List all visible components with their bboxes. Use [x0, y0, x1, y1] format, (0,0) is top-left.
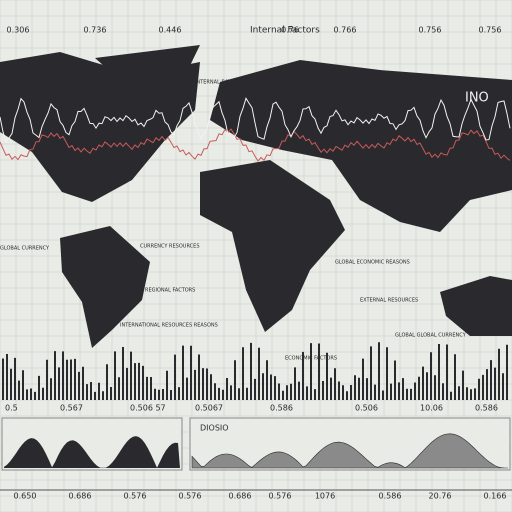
axis-label: 0.5067	[195, 404, 223, 413]
bar-strip	[2, 342, 508, 400]
map-label: INTERNAL RATES RESOURCES	[195, 80, 269, 86]
australia	[440, 276, 512, 336]
map-label: INO	[465, 91, 489, 106]
axis-label: 0.567	[60, 404, 83, 413]
inset-label: DIOSIO	[200, 424, 229, 433]
axis-label: 0.586	[270, 404, 293, 413]
axis-label: 0.506	[355, 404, 378, 413]
map-label: 1.897	[145, 126, 168, 135]
map-label: ECONOMIC FACTORS	[285, 356, 337, 362]
axis-label: 10.06	[420, 404, 443, 413]
top-label: 0.446	[159, 26, 182, 35]
axis-label: 1076	[315, 492, 335, 501]
axis-label: 0.586	[379, 492, 402, 501]
axis-label: 0.166	[484, 492, 507, 501]
axis-label: 0.576	[124, 492, 147, 501]
top-label: 0.736	[84, 26, 107, 35]
greenland	[95, 45, 200, 82]
axis-label: 0.650	[14, 492, 37, 501]
axis-label: 20.76	[429, 492, 452, 501]
map-label: GLOBAL GLOBAL CURRENCY	[395, 333, 467, 339]
top-label: 0.766	[334, 26, 357, 35]
top-label: 0.756	[479, 26, 502, 35]
africa	[200, 160, 345, 332]
inset-area	[191, 433, 508, 469]
inset-area	[4, 436, 180, 468]
trend-line	[0, 97, 511, 144]
axis-label: 0.506 57	[130, 404, 166, 413]
map-label: GLOBAL ECONOMIC REASONS	[335, 260, 410, 266]
map-label: 0.0367	[95, 168, 123, 177]
top-label: 0.306	[7, 26, 30, 35]
axis-label: 0.5	[5, 404, 18, 413]
map-label: GLOBAL CURRENCY	[0, 246, 50, 252]
axis-label: 0.576	[179, 492, 202, 501]
south-america	[60, 226, 150, 348]
north-america	[0, 52, 200, 202]
map-label: EXTERNAL RESOURCES	[360, 298, 418, 304]
top-label: 0.756	[419, 26, 442, 35]
axis-label: 0.686	[229, 492, 252, 501]
trend-line	[0, 128, 511, 162]
top-label: 0.76	[281, 26, 299, 35]
axis-label: 0.576	[269, 492, 292, 501]
map-label: CURRENCY RESOURCES	[140, 244, 200, 250]
title: Internal Factors	[250, 26, 320, 36]
axis-label: 0.586	[475, 404, 498, 413]
axis-label: 0.686	[69, 492, 92, 501]
map-label: INTERNATIONAL RESOURCES REASONS	[120, 323, 218, 329]
map-label: REGIONAL FACTORS	[145, 288, 195, 294]
